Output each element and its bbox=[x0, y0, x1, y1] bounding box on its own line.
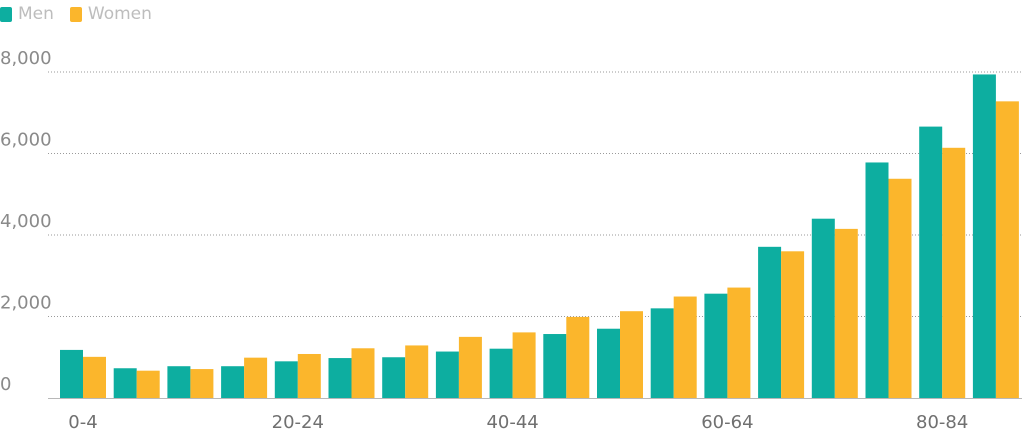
bar-women-25-29[interactable] bbox=[351, 348, 375, 398]
bar-women-60-64[interactable] bbox=[727, 287, 751, 398]
legend-swatch-men bbox=[0, 6, 12, 22]
bar-women-15-19[interactable] bbox=[244, 357, 268, 398]
bar-women-40-44[interactable] bbox=[512, 332, 536, 398]
bar-men-45-49[interactable] bbox=[543, 334, 567, 398]
y-tick-label-2000: 2,000 bbox=[0, 293, 52, 314]
bar-women-30-34[interactable] bbox=[405, 345, 429, 398]
bar-women-10-14[interactable] bbox=[190, 369, 214, 398]
bar-men-50-54[interactable] bbox=[597, 328, 620, 398]
legend: Men Women bbox=[0, 2, 168, 26]
bar-women-55-59[interactable] bbox=[673, 296, 697, 398]
bar-women-0-4[interactable] bbox=[83, 356, 106, 398]
legend-label-men: Men bbox=[18, 4, 54, 24]
bar-women-5-9[interactable] bbox=[136, 370, 160, 398]
bar-men-60-64[interactable] bbox=[704, 293, 728, 398]
bar-women-20-24[interactable] bbox=[297, 353, 321, 398]
bar-men-65-69[interactable] bbox=[758, 246, 782, 398]
x-tick-label-40-44: 40-44 bbox=[486, 412, 538, 433]
bar-men-0-4[interactable] bbox=[60, 349, 83, 398]
bar-men-80-84[interactable] bbox=[919, 126, 943, 398]
bars bbox=[60, 74, 1019, 398]
x-tick-label-20-24: 20-24 bbox=[272, 412, 324, 433]
bar-women-45-49[interactable] bbox=[566, 316, 590, 398]
legend-swatch-women bbox=[69, 6, 82, 22]
y-axis-ticks: 0 2,000 4,000 6,000 8,000 bbox=[0, 48, 52, 395]
legend-item-men[interactable]: Men bbox=[0, 4, 54, 24]
bar-men-85+[interactable] bbox=[972, 74, 996, 398]
bar-women-80-84[interactable] bbox=[942, 147, 966, 398]
bar-men-5-9[interactable] bbox=[113, 368, 137, 398]
y-tick-label-6000: 6,000 bbox=[0, 130, 52, 151]
x-tick-label-0-4: 0-4 bbox=[68, 412, 97, 433]
bar-men-25-29[interactable] bbox=[328, 358, 352, 398]
bar-men-70-74[interactable] bbox=[811, 218, 835, 398]
bar-men-10-14[interactable] bbox=[167, 366, 191, 398]
bar-men-35-39[interactable] bbox=[435, 351, 459, 398]
x-axis-ticks: 0-4 20-24 40-44 60-64 80-84 bbox=[68, 412, 968, 433]
y-tick-label-0: 0 bbox=[0, 374, 11, 395]
y-tick-label-4000: 4,000 bbox=[0, 211, 52, 232]
y-tick-label-8000: 8,000 bbox=[0, 48, 52, 69]
bar-men-15-19[interactable] bbox=[221, 366, 245, 398]
bar-men-75-79[interactable] bbox=[865, 162, 889, 398]
bar-women-50-54[interactable] bbox=[620, 311, 643, 398]
bar-men-55-59[interactable] bbox=[650, 308, 674, 398]
legend-item-women[interactable]: Women bbox=[69, 4, 152, 24]
bar-women-65-69[interactable] bbox=[781, 251, 805, 398]
x-tick-label-80-84: 80-84 bbox=[916, 412, 968, 433]
x-tick-label-60-64: 60-64 bbox=[701, 412, 753, 433]
bar-women-75-79[interactable] bbox=[888, 178, 912, 398]
bar-men-30-34[interactable] bbox=[382, 357, 406, 398]
bar-women-85+[interactable] bbox=[995, 101, 1019, 398]
legend-label-women: Women bbox=[87, 4, 152, 24]
bar-men-40-44[interactable] bbox=[489, 348, 513, 398]
bar-women-35-39[interactable] bbox=[458, 336, 482, 398]
bar-men-20-24[interactable] bbox=[274, 361, 298, 398]
gridlines bbox=[48, 71, 1022, 317]
bar-women-70-74[interactable] bbox=[834, 228, 858, 398]
